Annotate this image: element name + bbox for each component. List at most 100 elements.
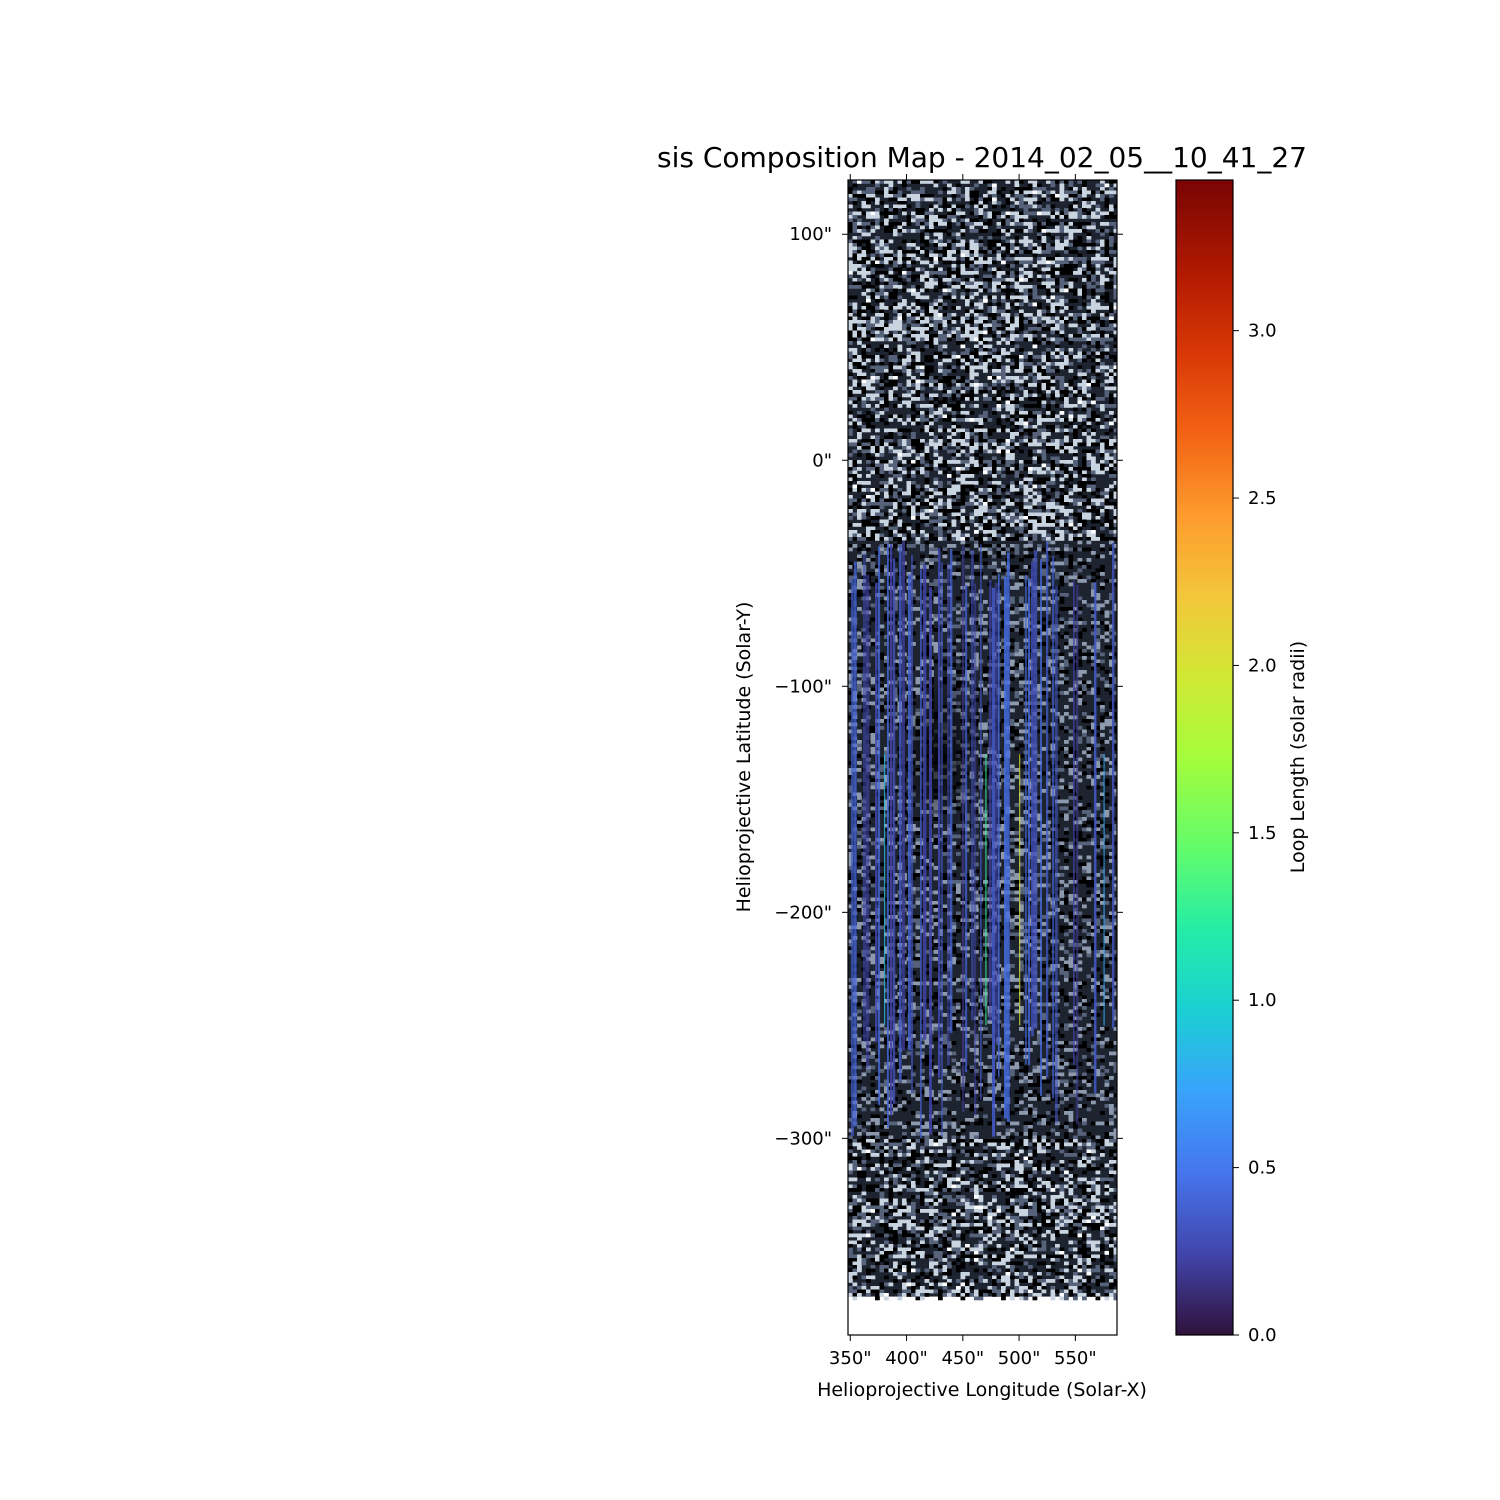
heatmap-cell [1064,443,1069,447]
heatmap-cell [907,268,912,272]
heatmap-cell [1046,320,1051,324]
heatmap-cell [857,555,862,559]
heatmap-cell [961,383,966,387]
heatmap-cell [916,464,921,468]
heatmap-cell [961,429,966,433]
heatmap-cell [889,212,894,216]
heatmap-cell [1046,369,1051,373]
heatmap-cell [997,523,1002,527]
heatmap-cell [853,212,858,216]
heatmap-cell [1019,663,1024,667]
heatmap-cell [1006,233,1011,237]
heatmap-cell [992,201,997,205]
heatmap-cell [938,464,943,468]
heatmap-cell [1055,268,1060,272]
heatmap-cell [1087,534,1092,538]
heatmap-cell [1087,282,1092,286]
heatmap-cell [1087,320,1092,324]
heatmap-cell [866,303,871,307]
heatmap-cell [1082,215,1087,219]
heatmap-cell [1015,285,1020,289]
heatmap-cell [997,268,1002,272]
heatmap-cell [1064,208,1069,212]
heatmap-cell [1105,292,1110,296]
heatmap-cell [862,334,867,338]
heatmap-cell [1006,520,1011,524]
heatmap-cell [889,275,894,279]
heatmap-cell [898,373,903,377]
heatmap-cell [983,282,988,286]
heatmap-cell [920,415,925,419]
heatmap-cell [889,226,894,230]
heatmap-cell [907,373,912,377]
heatmap-cell [943,376,948,380]
heatmap-cell [1087,205,1092,209]
heatmap-cell [884,208,889,212]
heatmap-cell [889,383,894,387]
heatmap-cell [893,527,898,531]
heatmap-cell [938,537,943,541]
heatmap-cell [934,618,939,622]
heatmap-cell [934,324,939,328]
heatmap-cell [938,516,943,520]
heatmap-cell [889,184,894,188]
heatmap-cell [961,506,966,510]
heatmap-cell [1078,334,1083,338]
heatmap-cell [1037,201,1042,205]
heatmap-cell [1064,509,1069,513]
heatmap-cell [871,562,876,566]
heatmap-cell [1078,502,1083,506]
heatmap-cell [925,380,930,384]
heatmap-cell [997,516,1002,520]
heatmap-cell [929,488,934,492]
heatmap-cell [884,502,889,506]
heatmap-cell [1015,471,1020,475]
heatmap-cell [1037,481,1042,485]
heatmap-cell [1096,268,1101,272]
heatmap-cell [1015,366,1020,370]
heatmap-cell [1051,429,1056,433]
heatmap-cell [889,415,894,419]
heatmap-cell [1019,628,1024,632]
heatmap-cell [1037,187,1042,191]
heatmap-cell [1069,611,1074,615]
heatmap-cell [889,257,894,261]
heatmap-cell [866,450,871,454]
heatmap-cell [961,390,966,394]
heatmap-cell [965,387,970,391]
heatmap-cell [934,233,939,237]
heatmap-cell [898,317,903,321]
heatmap-cell [988,268,993,272]
heatmap-cell [1087,303,1092,307]
heatmap-cell [1060,271,1065,275]
heatmap-cell [1001,282,1006,286]
heatmap-cell [988,327,993,331]
heatmap-cell [866,534,871,538]
heatmap-cell [916,607,921,611]
heatmap-cell [970,411,975,415]
heatmap-cell [1019,215,1024,219]
heatmap-cell [866,247,871,251]
heatmap-cell [889,460,894,464]
heatmap-cell [1055,226,1060,230]
heatmap-cell [1015,467,1020,471]
heatmap-cell [1060,478,1065,482]
heatmap-cell [853,331,858,335]
heatmap-cell [1051,257,1056,261]
heatmap-cell [1109,506,1114,510]
heatmap-cell [1024,495,1029,499]
heatmap-cell [853,194,858,198]
heatmap-cell [1060,562,1065,566]
heatmap-cell [1100,548,1105,552]
heatmap-cell [1091,341,1096,345]
heatmap-cell [1069,418,1074,422]
heatmap-cell [857,334,862,338]
heatmap-cell [916,492,921,496]
heatmap-cell [853,327,858,331]
heatmap-cell [929,313,934,317]
heatmap-cell [1060,282,1065,286]
heatmap-cell [1015,611,1020,615]
heatmap-cell [929,310,934,314]
heatmap-cell [979,516,984,520]
heatmap-cell [961,541,966,545]
